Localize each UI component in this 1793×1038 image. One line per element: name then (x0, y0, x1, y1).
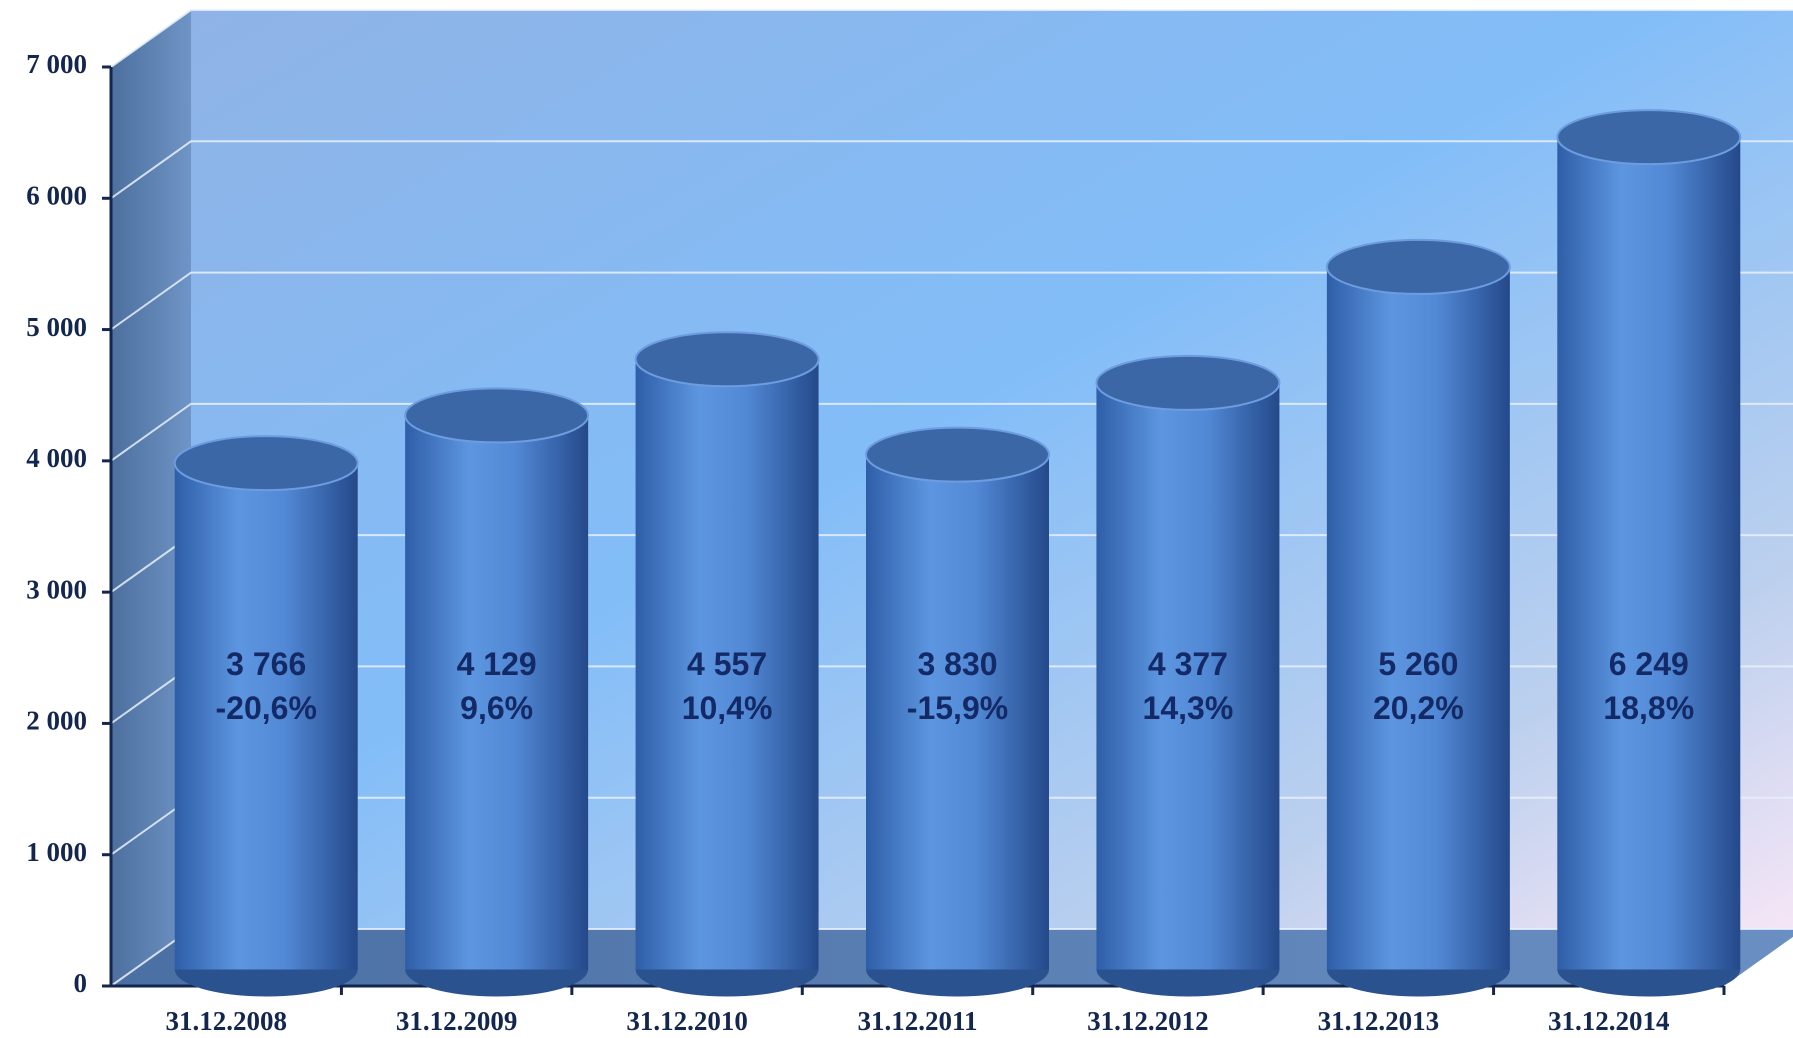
x-tick-label: 31.12.2013 (1318, 1006, 1440, 1036)
value-label: 4 377 (1148, 646, 1228, 682)
cylinder (1095, 354, 1281, 997)
x-tick-label: 31.12.2008 (165, 1006, 287, 1036)
grid-line (110, 271, 1793, 331)
y-tick-label: 4 000 (26, 443, 87, 473)
cylinder-top (1095, 354, 1281, 411)
growth-label: 20,2% (1373, 690, 1464, 726)
cylinder-top (404, 387, 590, 444)
x-tick-label: 31.12.2014 (1548, 1006, 1670, 1036)
x-tick-label: 31.12.2011 (857, 1006, 977, 1036)
growth-label: 10,4% (682, 690, 773, 726)
y-tick-label: 7 000 (26, 49, 87, 79)
y-tick-label: 3 000 (26, 574, 87, 604)
cylinder-top (1556, 109, 1742, 166)
cylinder (173, 435, 359, 997)
x-tick-label: 31.12.2010 (626, 1006, 748, 1036)
value-label: 4 129 (457, 646, 537, 682)
grid-line (110, 140, 1793, 200)
side-wall (111, 10, 191, 986)
cylinder-body (635, 359, 819, 970)
growth-label: 9,6% (460, 690, 533, 726)
cylinder (1325, 238, 1511, 997)
cylinder (634, 331, 820, 997)
value-label: 3 766 (226, 646, 306, 682)
growth-label: -20,6% (216, 690, 317, 726)
cylinder-body (405, 415, 589, 970)
value-label: 4 557 (687, 646, 767, 682)
y-tick-label: 6 000 (26, 180, 87, 210)
cylinder-top (865, 426, 1050, 483)
growth-label: 14,3% (1143, 690, 1234, 726)
y-tick-label: 1 000 (26, 837, 87, 867)
cylinder (1556, 109, 1742, 997)
cylinder (865, 426, 1050, 997)
cylinder-body (174, 463, 358, 970)
cylinder-body (866, 454, 1049, 970)
value-label: 5 260 (1378, 646, 1458, 682)
y-tick-label: 2 000 (26, 706, 87, 736)
x-tick-label: 31.12.2009 (396, 1006, 518, 1036)
cylinder-body (1096, 382, 1280, 970)
cylinder-top (1325, 238, 1511, 295)
cylinder-body (1326, 266, 1510, 970)
grid-line (110, 9, 1793, 68)
cylinder (404, 387, 590, 997)
y-tick-label: 0 (74, 968, 88, 998)
growth-label: 18,8% (1603, 690, 1694, 726)
y-tick-label: 5 000 (26, 312, 87, 342)
growth-label: -15,9% (907, 690, 1008, 726)
cylinder-top (173, 435, 359, 492)
cylinder-body (1557, 137, 1741, 970)
x-tick-label: 31.12.2012 (1087, 1006, 1209, 1036)
value-label: 6 249 (1609, 646, 1689, 682)
value-label: 3 830 (917, 646, 997, 682)
cylinder-top (634, 331, 820, 388)
